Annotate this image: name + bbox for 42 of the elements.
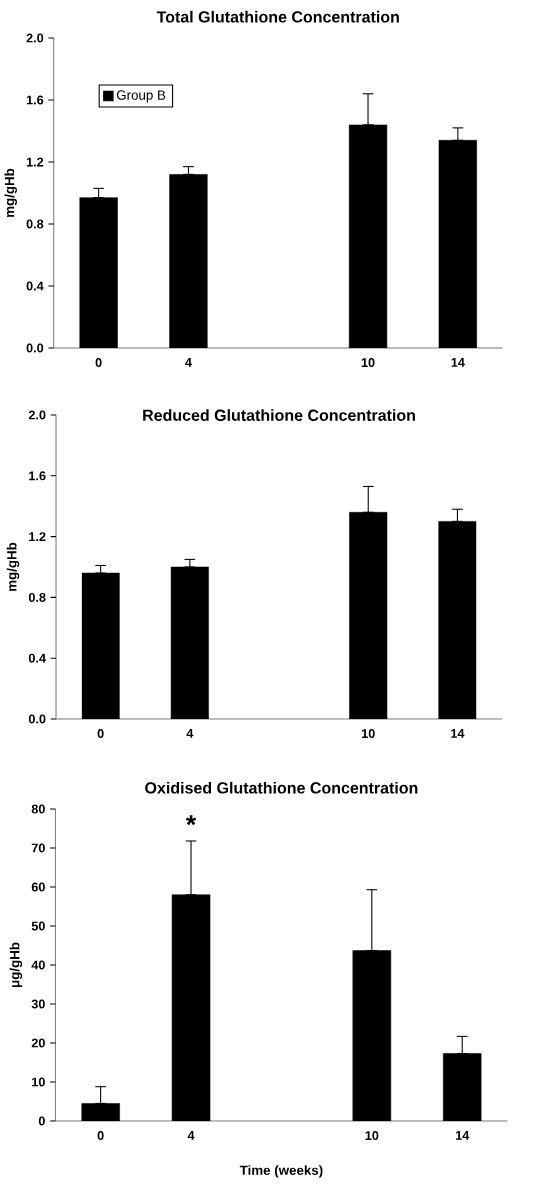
y-tick-label: 1.2: [27, 157, 44, 167]
y-tick-label: 70: [32, 843, 46, 853]
x-tick-label: 0: [95, 358, 102, 368]
y-tick-label: 0.8: [29, 592, 46, 602]
y-tick-label: 60: [31, 882, 46, 892]
chart-title: Total Glutathione Concentration: [156, 10, 400, 23]
y-tick-label: 1.6: [27, 95, 44, 105]
y-tick-label: 30: [31, 999, 46, 1009]
legend-label: Group B: [117, 90, 166, 103]
y-tick-label: 0.0: [29, 714, 46, 724]
y-tick-label: 50: [31, 921, 46, 931]
x-tick-label: 14: [456, 1131, 470, 1140]
x-tick-label: 4: [187, 1131, 195, 1140]
y-tick-label: 0.8: [26, 219, 44, 229]
y-axis-title: mg/gHb: [6, 542, 20, 591]
x-tick-label: 4: [186, 729, 194, 738]
y-tick-label: 0.4: [29, 653, 47, 663]
x-tick-label: 14: [451, 358, 465, 367]
x-tick-label: 0: [97, 1131, 104, 1141]
chart-title: Reduced Glutathione Concentration: [143, 409, 416, 421]
y-tick-label: 40: [31, 960, 46, 970]
y-tick-label: 2.0: [26, 33, 44, 43]
x-tick-label: 10: [361, 358, 375, 368]
annotation: *: [186, 815, 197, 826]
x-tick-label: 10: [365, 1131, 379, 1141]
y-tick-label: 1.2: [29, 532, 46, 542]
x-axis-title: Time (weeks): [240, 1165, 323, 1178]
y-tick-label: 1.6: [29, 471, 46, 481]
x-tick-label: 14: [451, 729, 465, 738]
y-tick-label: 0.0: [26, 343, 44, 353]
y-tick-label: 0: [39, 1116, 46, 1126]
y-tick-label: 0.4: [26, 281, 44, 291]
y-tick-label: 80: [31, 804, 46, 814]
x-tick-label: 0: [97, 729, 104, 739]
x-tick-label: 10: [362, 729, 375, 739]
y-tick-label: 20: [31, 1038, 46, 1048]
y-axis-title: μg/gHb: [9, 942, 23, 988]
y-tick-label: 10: [32, 1077, 46, 1087]
chart-title: Oxidised Glutathione Concentration: [145, 781, 418, 794]
x-tick-label: 4: [185, 358, 193, 367]
y-axis-title: mg/gHb: [4, 168, 18, 217]
y-tick-label: 2.0: [29, 410, 46, 420]
